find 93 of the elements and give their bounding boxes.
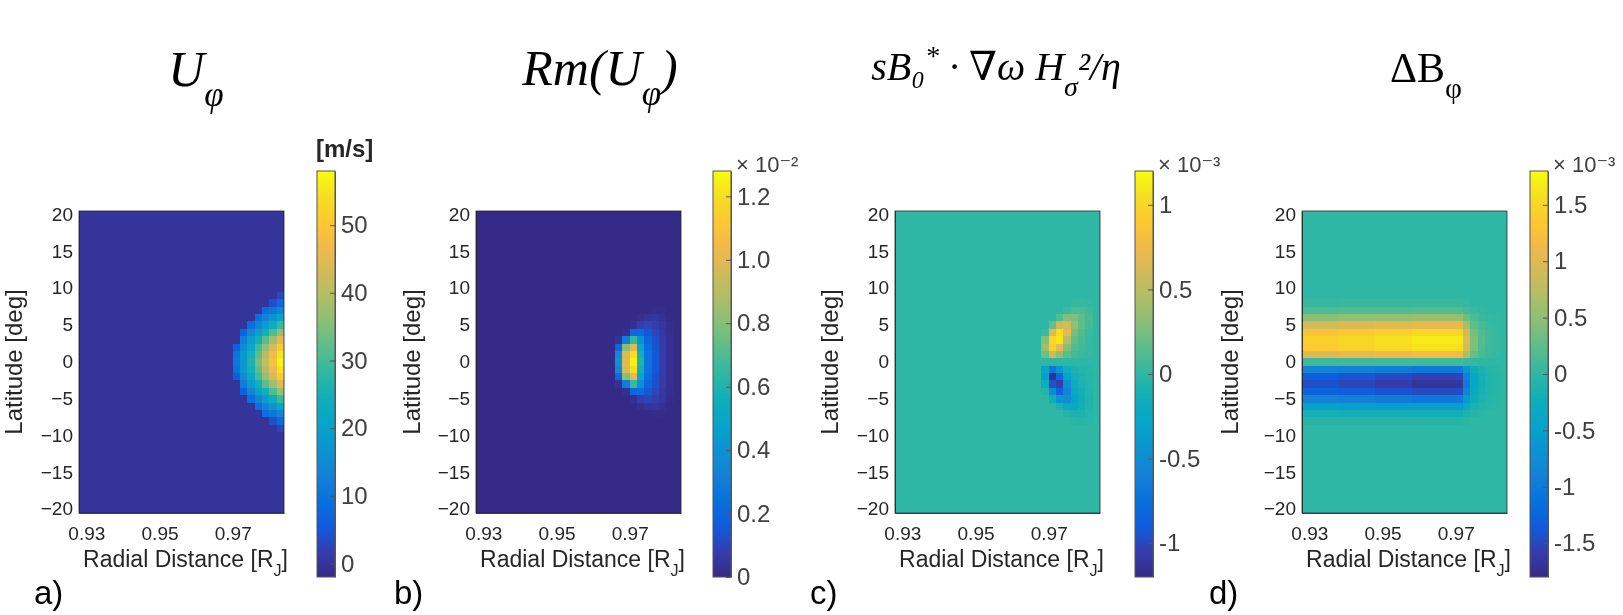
y-tick-label: 5 <box>62 314 73 336</box>
x-tick-label: 0.95 <box>957 523 995 545</box>
y-tick-label: 20 <box>1274 203 1296 225</box>
y-tick-label: −20 <box>437 498 470 520</box>
x-tick-label: 0.95 <box>538 523 576 545</box>
x-axis-title: Radial Distance [R$_{J}$] <box>480 546 685 579</box>
color-bar-label: 40 <box>341 278 368 306</box>
color-bar-label: 1.0 <box>737 245 771 273</box>
text: b) <box>394 574 424 611</box>
color-bar-label: 0 <box>1159 360 1173 388</box>
color-bar-label: 0.4 <box>737 436 771 464</box>
color-bar-title: [m/s] <box>316 135 374 162</box>
text: a) <box>34 574 64 611</box>
x-tick-label: 0.97 <box>214 523 252 545</box>
y-tick-label: −10 <box>1263 424 1296 446</box>
color-bar-label: -0.5 <box>1159 444 1201 472</box>
color-bar-title: × 10⁻³ <box>1158 152 1221 177</box>
y-tick-label: 0 <box>1285 351 1296 373</box>
color-bar-label: 0 <box>737 563 751 591</box>
y-tick-label: −15 <box>437 461 470 483</box>
x-tick-label: 0.97 <box>611 523 649 545</box>
y-tick-label: −15 <box>856 461 889 483</box>
y-tick-label: 15 <box>867 240 889 262</box>
color-bar-label: -1 <box>1554 472 1576 500</box>
y-tick-label: −5 <box>867 387 889 409</box>
color-bar-label: 50 <box>341 211 368 239</box>
y-tick-label: 15 <box>448 240 470 262</box>
y-tick-label: 5 <box>878 314 889 336</box>
color-bar-label: 10 <box>341 481 368 509</box>
chart-title: sB₀$^{*}$ · ∇ω H$_{σ}$²/η <box>871 39 1121 102</box>
y-tick-label: 0 <box>459 351 470 373</box>
y-tick-label: 0 <box>878 351 889 373</box>
text: c) <box>810 574 838 611</box>
chart-title: Rm(U$_{φ}$) <box>521 40 678 113</box>
x-tick-label: 0.97 <box>1437 523 1475 545</box>
color-bar-label: -1 <box>1159 529 1181 557</box>
x-tick-label: 0.93 <box>68 523 106 545</box>
color-bar-label: -1.5 <box>1554 529 1596 557</box>
y-tick-label: −20 <box>856 498 889 520</box>
color-bar-label: 0 <box>341 549 355 577</box>
color-bar-label: -0.5 <box>1554 416 1596 444</box>
y-tick-label: 10 <box>1274 277 1296 299</box>
y-tick-label: 10 <box>51 277 73 299</box>
color-bar-label: 1 <box>1554 247 1568 275</box>
color-bar-label: 1 <box>1159 191 1173 219</box>
y-tick-label: 5 <box>1285 314 1296 336</box>
x-axis-title: Radial Distance [R$_{J}$] <box>1306 546 1511 579</box>
y-tick-label: 15 <box>51 240 73 262</box>
y-tick-label: −5 <box>51 387 73 409</box>
y-tick-label: −20 <box>40 498 73 520</box>
color-bar-label: 30 <box>341 346 368 374</box>
x-tick-label: 0.93 <box>465 523 503 545</box>
x-tick-label: 0.95 <box>1364 523 1402 545</box>
x-axis-title: Radial Distance [R$_{J}$] <box>899 546 1104 579</box>
text: d) <box>1209 574 1239 611</box>
color-bar-label: 0.5 <box>1159 275 1193 303</box>
color-bar-label: 1.5 <box>1554 191 1588 219</box>
color-bar-label: 0.8 <box>737 309 771 337</box>
x-tick-label: 0.95 <box>141 523 179 545</box>
y-axis-title: Latitude [deg] <box>0 289 28 435</box>
color-bar-label: 0.6 <box>737 372 771 400</box>
x-tick-label: 0.93 <box>1291 523 1329 545</box>
x-axis-title: Radial Distance [R$_{J}$] <box>83 546 288 579</box>
y-tick-label: 20 <box>51 203 73 225</box>
color-bar-label: 20 <box>341 414 368 442</box>
y-tick-label: 15 <box>1274 240 1296 262</box>
y-tick-label: 20 <box>867 203 889 225</box>
color-bar-label: 1.2 <box>737 182 771 210</box>
y-tick-label: 10 <box>448 277 470 299</box>
y-tick-label: −10 <box>437 424 470 446</box>
y-tick-label: 20 <box>448 203 470 225</box>
x-tick-label: 0.97 <box>1030 523 1068 545</box>
y-tick-label: 5 <box>459 314 470 336</box>
y-tick-label: −15 <box>40 461 73 483</box>
y-tick-label: −5 <box>1274 387 1296 409</box>
y-axis-title: Latitude [deg] <box>398 289 426 435</box>
y-tick-label: −5 <box>448 387 470 409</box>
color-bar-label: 0.5 <box>1554 303 1588 331</box>
color-bar-label: 0 <box>1554 360 1568 388</box>
color-bar-label: 0.2 <box>737 499 771 527</box>
chart-title: U$_{φ}$ <box>168 41 224 114</box>
y-tick-label: −15 <box>1263 461 1296 483</box>
y-tick-label: 10 <box>867 277 889 299</box>
y-axis-title: Latitude [deg] <box>1216 289 1244 435</box>
y-tick-label: −10 <box>40 424 73 446</box>
x-tick-label: 0.93 <box>884 523 922 545</box>
chart-title: ΔB$_{φ}$ <box>1390 45 1462 104</box>
y-tick-label: 0 <box>62 351 73 373</box>
y-axis-title: Latitude [deg] <box>816 289 844 435</box>
color-bar-title: × 10⁻² <box>736 152 799 177</box>
y-tick-label: −10 <box>856 424 889 446</box>
color-bar-title: × 10⁻³ <box>1553 152 1616 177</box>
y-tick-label: −20 <box>1263 498 1296 520</box>
